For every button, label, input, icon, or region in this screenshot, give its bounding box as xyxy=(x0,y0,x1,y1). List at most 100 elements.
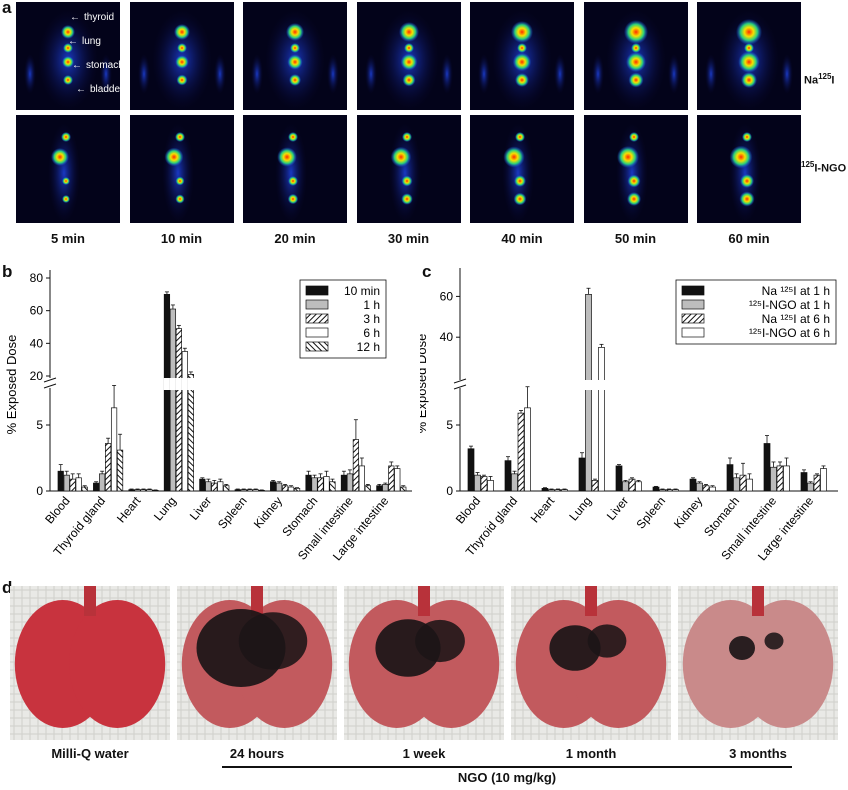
row-label-na125i: Na125I xyxy=(804,72,835,87)
bar xyxy=(364,485,371,492)
lung-photo xyxy=(344,586,504,740)
lung-photo-captions: Milli-Q water 24 hours 1 week 1 month 3 mont… xyxy=(10,746,848,764)
scan-tile xyxy=(16,2,120,110)
legend-label: 12 h xyxy=(357,340,380,354)
y-tick-label: 60 xyxy=(30,304,44,318)
lung-photo-row xyxy=(10,586,848,740)
scan-tile xyxy=(243,2,347,110)
panel-c-letter: c xyxy=(422,262,432,281)
axis-break-mark xyxy=(453,378,467,384)
bar xyxy=(776,465,784,492)
bar-break-gap xyxy=(181,378,189,390)
bar xyxy=(504,460,512,492)
category-label: Spleen xyxy=(215,494,250,532)
bar xyxy=(293,488,301,492)
bar xyxy=(800,472,808,492)
lung-photo xyxy=(177,586,337,740)
bar xyxy=(163,293,171,492)
bar xyxy=(598,347,605,492)
y-tick-label: 40 xyxy=(440,330,454,344)
bar xyxy=(181,351,188,492)
bar xyxy=(105,443,112,492)
bar-break-gap xyxy=(175,378,183,390)
organ-annotation-lung: lung xyxy=(82,36,101,47)
bar xyxy=(783,465,790,492)
bar xyxy=(561,489,568,492)
bar xyxy=(282,485,289,492)
bar-break-gap xyxy=(598,380,605,390)
legend-swatch xyxy=(681,313,705,324)
row-label-125i-ngo: 125I-NGO xyxy=(801,160,847,175)
bar xyxy=(246,489,253,492)
bar-break-gap xyxy=(585,380,592,390)
bar xyxy=(317,477,324,492)
bar xyxy=(140,489,147,492)
bar xyxy=(524,407,531,492)
bar xyxy=(733,477,740,492)
scan-tile xyxy=(697,115,801,223)
bar xyxy=(169,308,177,492)
panel-d-letter: d xyxy=(2,578,13,597)
bar xyxy=(287,486,295,492)
y-tick-label: 5 xyxy=(36,418,43,432)
bar xyxy=(746,478,753,492)
bar xyxy=(672,489,679,492)
legend-label: ¹²⁵I-NGO at 6 h xyxy=(749,326,830,340)
legend-swatch xyxy=(305,327,329,338)
bar xyxy=(726,464,734,492)
lung-photo-caption: 1 week xyxy=(402,746,446,761)
bar xyxy=(352,439,359,492)
scan-tile xyxy=(243,115,347,223)
bar xyxy=(382,484,389,492)
bar xyxy=(128,489,135,492)
bar xyxy=(659,489,666,492)
bar xyxy=(134,489,141,492)
bar xyxy=(511,473,518,492)
lung-photo-caption: 3 months xyxy=(729,746,787,761)
bar xyxy=(99,473,106,492)
category-label: Spleen xyxy=(633,494,668,532)
bar xyxy=(554,489,562,492)
category-label: Blood xyxy=(453,494,483,527)
category-label: Lung xyxy=(151,494,179,523)
bar xyxy=(81,486,88,492)
bar xyxy=(305,474,312,492)
bar xyxy=(548,489,555,492)
bar xyxy=(57,470,64,492)
bar xyxy=(223,485,230,492)
bar xyxy=(591,480,599,492)
scan-tile xyxy=(583,115,688,223)
bar xyxy=(820,468,827,492)
category-label: Liver xyxy=(604,494,631,523)
annotation-arrow: ← xyxy=(68,36,78,47)
time-label: 5 min xyxy=(51,231,85,246)
bar xyxy=(622,481,629,492)
y-tick-label: 60 xyxy=(440,289,454,303)
lung-photo-caption: Milli-Q water xyxy=(51,746,129,761)
bar xyxy=(770,466,777,492)
bar xyxy=(388,465,395,492)
legend-label: 1 h xyxy=(363,298,380,312)
time-label: 40 min xyxy=(501,231,543,246)
scan-tile xyxy=(129,115,234,223)
bar xyxy=(635,481,642,492)
category-label: Kidney xyxy=(251,494,285,531)
legend-label: 6 h xyxy=(363,326,380,340)
bar xyxy=(211,482,218,492)
bar xyxy=(187,374,194,492)
bar xyxy=(258,489,265,492)
bar xyxy=(276,482,283,492)
y-tick-label: 80 xyxy=(30,271,44,285)
category-label: Heart xyxy=(528,493,558,525)
annotation-arrow: ← xyxy=(76,84,86,95)
bar xyxy=(152,489,159,492)
bar xyxy=(69,478,76,492)
bar xyxy=(240,489,247,492)
bar xyxy=(652,486,660,492)
bar xyxy=(199,478,206,492)
lung-photo-caption: 24 hours xyxy=(229,746,285,761)
bar xyxy=(467,448,475,492)
bar xyxy=(541,488,549,492)
